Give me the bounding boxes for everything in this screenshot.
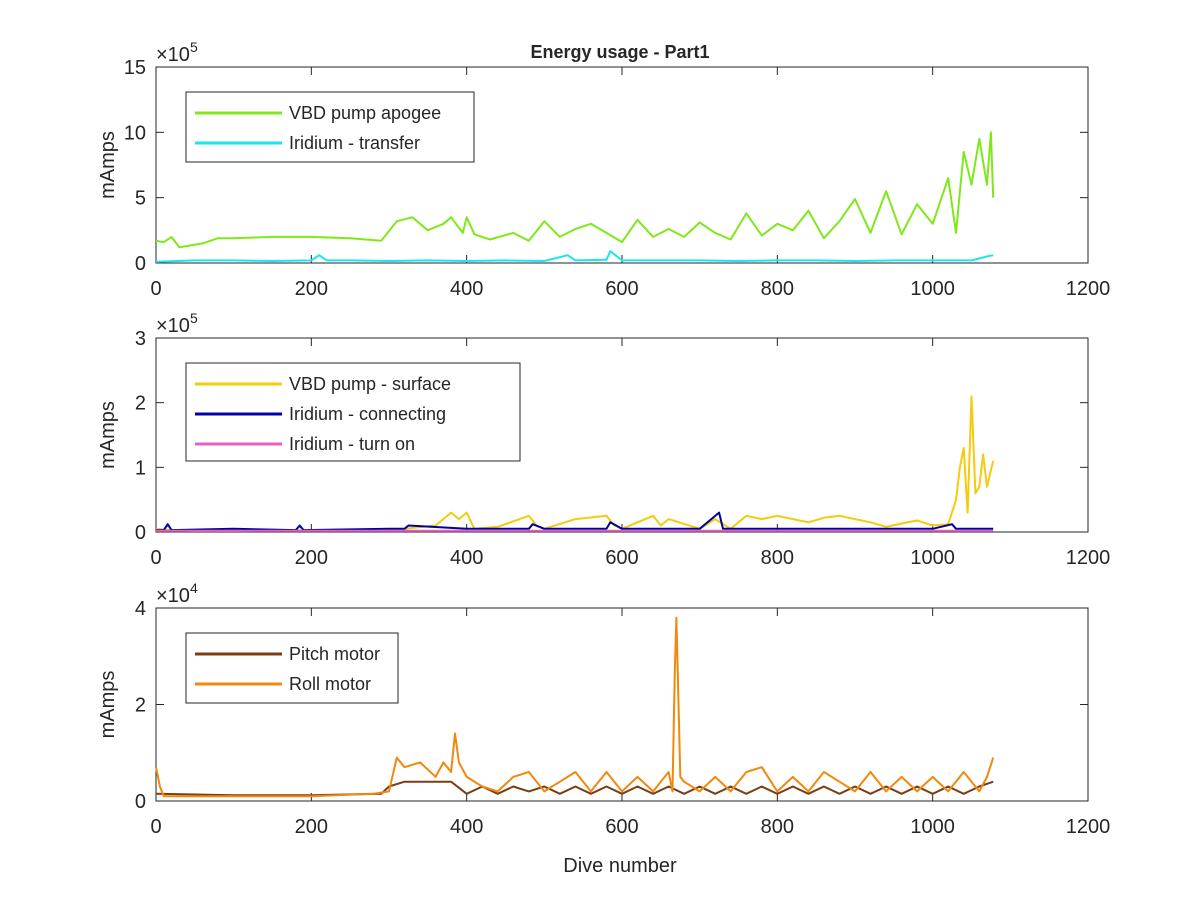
x-tick-label: 800	[761, 278, 794, 300]
x-tick-label: 400	[450, 547, 483, 569]
y-tick-label: 5	[135, 188, 146, 210]
x-tick-label: 0	[150, 816, 161, 838]
y-axis-label: mAmps	[97, 671, 119, 739]
x-tick-label: 800	[761, 816, 794, 838]
legend-label: Iridium - transfer	[289, 133, 420, 153]
x-tick-label: 0	[150, 547, 161, 569]
x-axis-label: Dive number	[563, 855, 677, 877]
legend: VBD pump apogee Iridium - transfer	[185, 91, 475, 163]
series-line	[155, 250, 994, 263]
axes-container: 0 200 400 600 800 1000 1200051015×105mAmpsVBD …	[97, 39, 1110, 838]
figure-title: Energy usage - Part1	[530, 42, 709, 62]
x-tick-label: 1200	[1066, 278, 1111, 300]
y-tick-label: 0	[135, 253, 146, 275]
y-tick-label: 3	[135, 328, 146, 350]
x-tick-label: 1200	[1066, 816, 1111, 838]
legend-label: Pitch motor	[289, 644, 380, 664]
legend-box	[185, 632, 399, 704]
x-tick-label: 200	[295, 547, 328, 569]
x-tick-label: 600	[605, 547, 638, 569]
series-line	[156, 511, 994, 532]
legend: Pitch motor Roll motor	[185, 632, 399, 704]
legend: VBD pump - surface Iridium - connecting Ir…	[185, 362, 521, 462]
y-tick-label: 4	[135, 598, 146, 620]
legend-label: Iridium - turn on	[289, 434, 415, 454]
y-tick-label: 0	[135, 522, 146, 544]
x-tick-label: 200	[295, 278, 328, 300]
x-tick-label: 400	[450, 816, 483, 838]
x-tick-label: 1000	[910, 816, 955, 838]
y-tick-label: 2	[135, 393, 146, 415]
series-line	[155, 395, 995, 532]
legend-label: VBD pump - surface	[289, 374, 451, 394]
x-tick-label: 800	[761, 547, 794, 569]
y-tick-label: 10	[124, 122, 146, 144]
legend-label: VBD pump apogee	[289, 103, 441, 123]
y-tick-label: 2	[135, 695, 146, 717]
y-tick-label: 0	[135, 791, 146, 813]
y-tick-label: 15	[124, 57, 146, 79]
x-tick-label: 0	[150, 278, 161, 300]
x-tick-label: 1000	[910, 278, 955, 300]
x-tick-label: 1000	[910, 547, 955, 569]
y-axis-label: mAmps	[97, 401, 119, 469]
legend-box	[185, 91, 475, 163]
axes-1: 0 200 400 600 800 1000 1200051015×105mAmpsVBD …	[97, 39, 1110, 300]
series-line	[155, 616, 995, 798]
series-line	[155, 131, 995, 249]
x-tick-label: 400	[450, 278, 483, 300]
y-tick-label: 1	[135, 457, 146, 479]
x-tick-label: 200	[295, 816, 328, 838]
x-tick-label: 1200	[1066, 547, 1111, 569]
x-tick-label: 600	[605, 816, 638, 838]
y-axis-label: mAmps	[97, 131, 119, 199]
x-tick-label: 600	[605, 278, 638, 300]
legend-label: Iridium - connecting	[289, 404, 446, 424]
legend-label: Roll motor	[289, 674, 371, 694]
